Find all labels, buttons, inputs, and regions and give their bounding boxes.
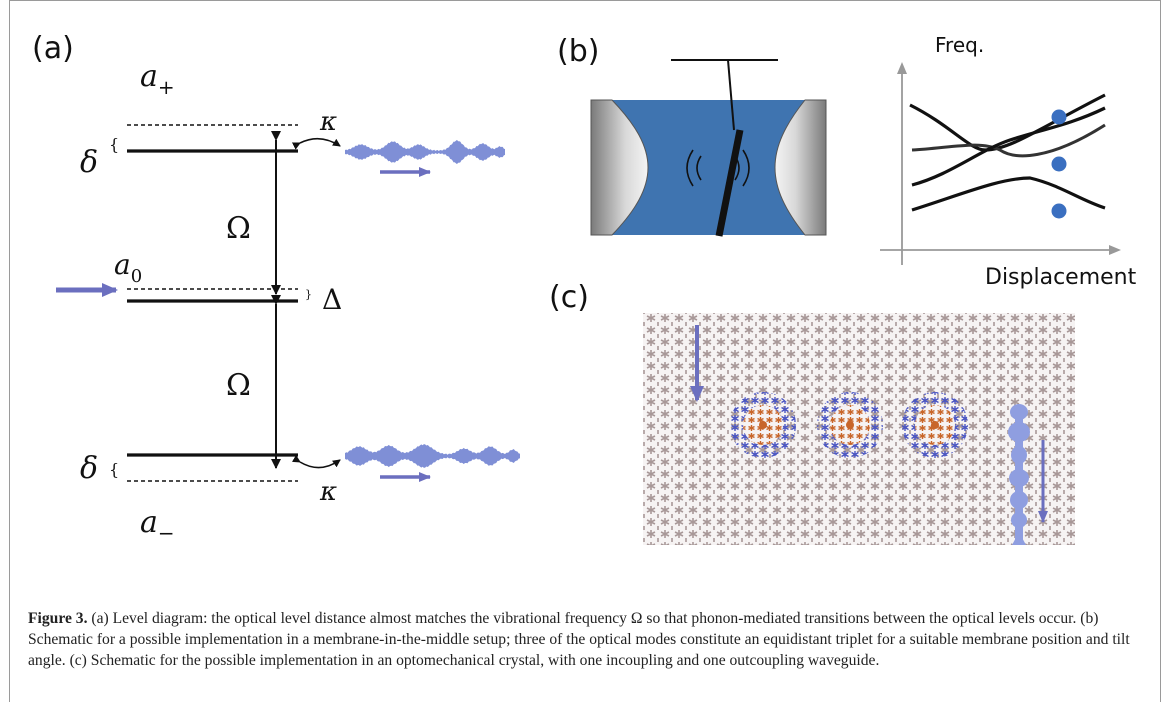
- level-lower-label: a−: [140, 505, 175, 545]
- y-axis-arrowhead: [897, 62, 907, 74]
- defect-cavity-1: [730, 392, 796, 458]
- upper-delta-brace: {: [109, 135, 119, 154]
- omega-lower-label: Ω: [226, 368, 251, 403]
- level-upper-label: a+: [140, 59, 175, 99]
- outcoupling-waveguide: [1008, 404, 1030, 545]
- membrane: [715, 129, 744, 237]
- lower-delta: δ: [80, 451, 98, 486]
- kappa-upper-label: κ: [319, 107, 337, 137]
- x-axis-arrowhead: [1109, 245, 1121, 255]
- detuning-symbol: Δ: [322, 283, 342, 316]
- caption-text: (a) Level diagram: the optical level dis…: [28, 610, 1130, 669]
- kappa-arrow-upper: [291, 137, 341, 150]
- figure-caption: Figure 3. (a) Level diagram: the optical…: [28, 608, 1138, 671]
- panel-c: (c): [549, 280, 1075, 545]
- y-axis-label: Freq.: [935, 33, 984, 57]
- left-mirror: [590, 99, 649, 236]
- vibration-right-icon: [734, 149, 750, 187]
- panel-a: (a) a+ a0 a− δ { } Δ δ { Ω Ω κ κ: [32, 31, 520, 545]
- defect-cavity-3: [902, 392, 968, 458]
- panel-b-label: (b): [557, 34, 599, 69]
- cavity-field: [612, 100, 805, 235]
- suspension-wire: [727, 59, 735, 131]
- upper-delta: δ: [80, 145, 98, 180]
- panel-c-label: (c): [549, 280, 589, 315]
- mode-line-3: [911, 106, 1106, 187]
- omega-upper-label: Ω: [226, 211, 251, 246]
- mode-line-2: [911, 123, 1106, 158]
- kappa-lower-label: κ: [319, 477, 337, 507]
- vibration-left-icon: [686, 149, 702, 187]
- level-middle-label: a0: [114, 248, 142, 287]
- kappa-arrow-lower: [291, 454, 341, 469]
- output-pulse-upper: [345, 139, 505, 165]
- panel-a-label: (a): [32, 31, 74, 66]
- caption-label: Figure 3.: [28, 610, 88, 627]
- triplet-dot-bottom: [1051, 203, 1067, 219]
- x-axis-label: Displacement: [985, 265, 1137, 290]
- output-pulse-lower: [345, 444, 520, 468]
- defect-cavity-2: [817, 392, 883, 458]
- triplet-dot-top: [1051, 109, 1067, 125]
- panel-b: (b) Freq. Displacement: [557, 33, 1137, 290]
- lower-delta-brace: {: [109, 460, 119, 479]
- mode-line-4: [911, 176, 1106, 212]
- middle-delta-brace: }: [305, 288, 312, 301]
- right-mirror: [774, 99, 827, 236]
- triplet-dot-middle: [1051, 156, 1067, 172]
